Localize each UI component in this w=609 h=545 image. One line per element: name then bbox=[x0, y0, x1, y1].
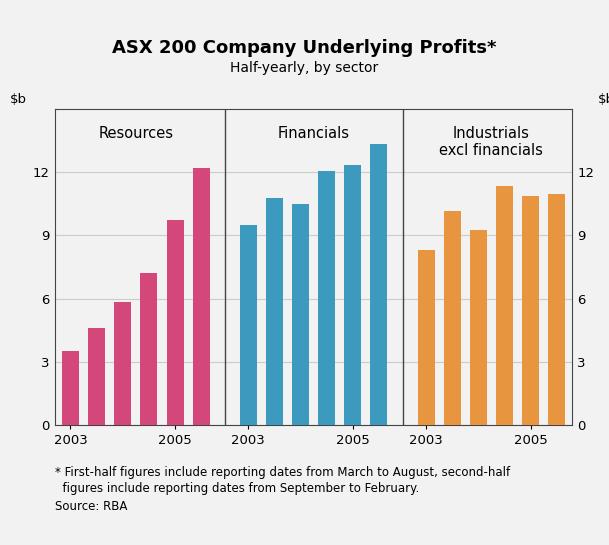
Bar bbox=[344, 165, 361, 425]
Text: ASX 200 Company Underlying Profits*: ASX 200 Company Underlying Profits* bbox=[112, 39, 497, 57]
Bar bbox=[62, 352, 79, 425]
Text: Financials: Financials bbox=[278, 126, 350, 141]
Bar bbox=[141, 274, 157, 425]
Bar bbox=[370, 144, 387, 425]
Bar bbox=[470, 230, 487, 425]
Bar bbox=[522, 196, 539, 425]
Text: Industrials
excl financials: Industrials excl financials bbox=[440, 126, 543, 158]
Bar bbox=[292, 204, 309, 425]
Text: Source: RBA: Source: RBA bbox=[55, 500, 127, 513]
Bar bbox=[444, 211, 460, 425]
Bar bbox=[496, 186, 513, 425]
Bar bbox=[192, 168, 209, 425]
Bar bbox=[240, 225, 257, 425]
Text: Half-yearly, by sector: Half-yearly, by sector bbox=[230, 61, 379, 75]
Bar bbox=[114, 302, 132, 425]
Text: figures include reporting dates from September to February.: figures include reporting dates from Sep… bbox=[55, 482, 419, 495]
Text: * First-half figures include reporting dates from March to August, second-half: * First-half figures include reporting d… bbox=[55, 466, 510, 479]
Text: $b: $b bbox=[10, 93, 27, 106]
Bar bbox=[548, 195, 565, 425]
Bar bbox=[167, 220, 183, 425]
Bar bbox=[319, 171, 335, 425]
Bar bbox=[266, 197, 283, 425]
Text: $b: $b bbox=[597, 93, 609, 106]
Bar bbox=[418, 250, 435, 425]
Text: Resources: Resources bbox=[99, 126, 174, 141]
Bar bbox=[88, 328, 105, 425]
